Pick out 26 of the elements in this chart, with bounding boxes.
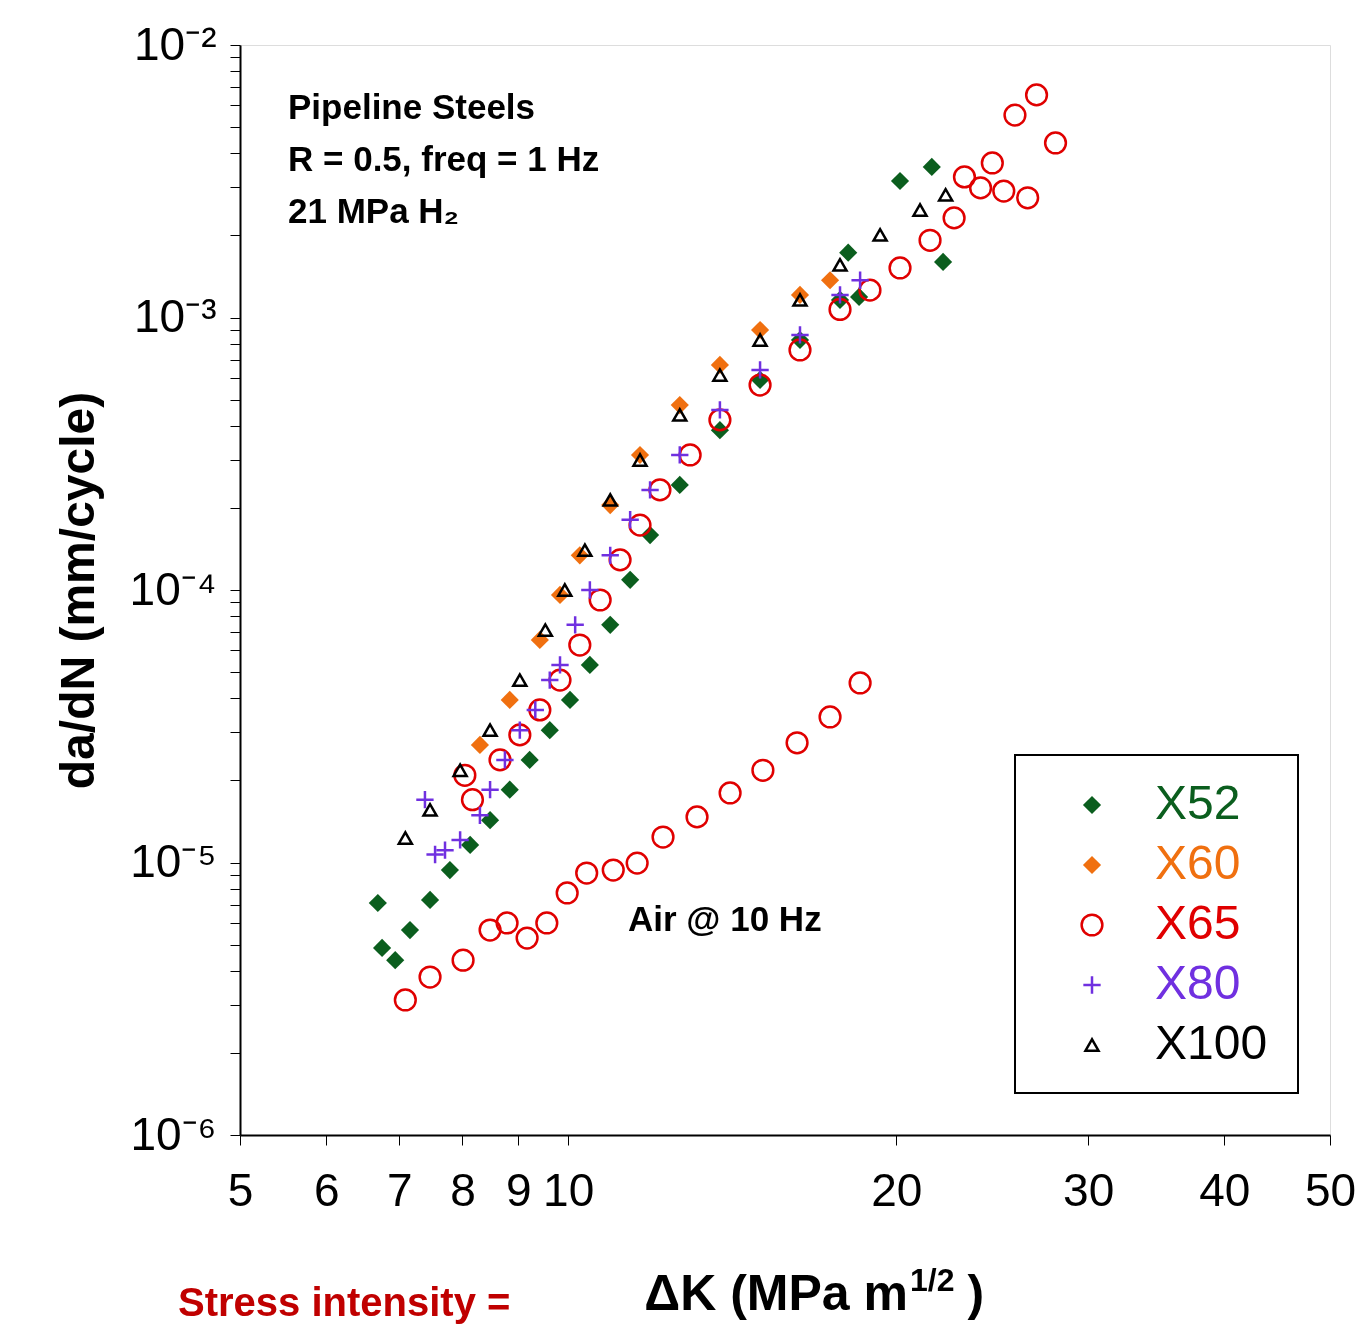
x-tick-label: 7	[386, 1163, 413, 1216]
x-tick-label: 40	[1199, 1163, 1251, 1216]
legend-label: X80	[1155, 956, 1241, 1009]
x-tick-label: 50	[1304, 1163, 1357, 1216]
y-tick-label: 10⁻⁴	[129, 562, 217, 615]
y-tick-label: 10⁻²	[134, 17, 217, 70]
x-tick-label: 20	[871, 1163, 923, 1216]
legend-label: X65	[1155, 896, 1241, 949]
annotation: R = 0.5, freq = 1 Hz	[288, 139, 600, 178]
annotation: Air @ 10 Hz	[628, 899, 822, 938]
y-tick-label: 10⁻³	[134, 290, 217, 342]
x-tick-label: 10	[543, 1163, 595, 1216]
x-tick-label: 30	[1063, 1163, 1115, 1216]
annotation: 21 MPa H₂	[288, 191, 460, 230]
x-tick-label: 8	[450, 1163, 476, 1216]
legend-label: X100	[1155, 1016, 1268, 1069]
x-tick-label: 6	[314, 1163, 340, 1216]
legend-label: X52	[1155, 776, 1241, 829]
x-tick-label: 9	[505, 1163, 532, 1216]
text: Stress intensity =	[178, 1280, 511, 1324]
annotation: Pipeline Steels	[288, 87, 536, 126]
legend-label: X60	[1155, 836, 1241, 889]
x-tick-label: 5	[227, 1163, 254, 1216]
y-tick-label: 10⁻⁵	[130, 835, 217, 887]
y-axis-title: da/dN (mm/cycle)	[50, 391, 104, 790]
y-tick-label: 10⁻⁶	[130, 1107, 217, 1160]
